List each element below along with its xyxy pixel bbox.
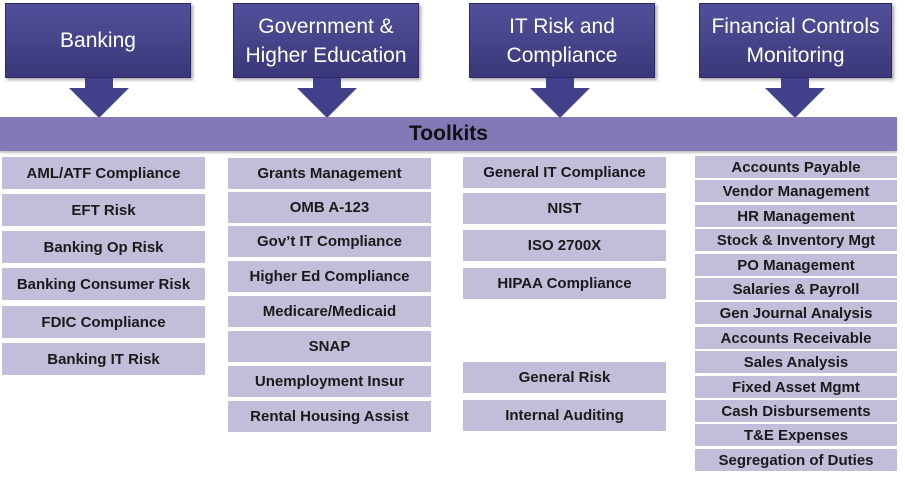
toolkit-item: Accounts Payable xyxy=(695,156,897,179)
toolkit-item: Medicare/Medicaid xyxy=(228,296,431,328)
toolkit-item: Gen Journal Analysis xyxy=(695,302,897,325)
toolkit-item: Cash Disbursements xyxy=(695,400,897,423)
category-government: Government & Higher Education xyxy=(233,3,419,78)
toolkit-item: Internal Auditing xyxy=(463,400,666,432)
toolkit-item: Sales Analysis xyxy=(695,351,897,374)
toolkit-item: Segregation of Duties xyxy=(695,449,897,472)
toolkit-item: ISO 2700X xyxy=(463,230,666,262)
category-financial-controls: Financial Controls Monitoring xyxy=(699,3,892,78)
toolkit-item: Banking IT Risk xyxy=(2,343,205,376)
category-banking: Banking xyxy=(5,3,191,78)
toolkits-bar: Toolkits xyxy=(0,117,897,151)
toolkit-item: Vendor Management xyxy=(695,180,897,203)
category-it-risk-label: IT Risk and Compliance xyxy=(506,14,618,67)
toolkits-title: Toolkits xyxy=(409,122,488,145)
toolkit-item: AML/ATF Compliance xyxy=(2,157,205,190)
category-financial-controls-label: Financial Controls Monitoring xyxy=(711,14,880,67)
toolkit-item: Unemployment Insur xyxy=(228,366,431,398)
toolkit-item: PO Management xyxy=(695,254,897,277)
toolkit-item: SNAP xyxy=(228,331,431,363)
toolkit-item: General IT Compliance xyxy=(463,157,666,189)
toolkit-item: HR Management xyxy=(695,205,897,228)
toolkit-item: NIST xyxy=(463,193,666,225)
category-banking-label: Banking xyxy=(60,29,136,52)
toolkit-item: Grants Management xyxy=(228,158,431,190)
down-arrow-icon xyxy=(69,78,129,118)
toolkit-item: Rental Housing Assist xyxy=(228,401,431,433)
toolkit-item: EFT Risk xyxy=(2,194,205,227)
toolkit-item: Stock & Inventory Mgt xyxy=(695,229,897,252)
category-government-label: Government & Higher Education xyxy=(245,14,407,67)
toolkit-item: General Risk xyxy=(463,362,666,394)
toolkit-item: Higher Ed Compliance xyxy=(228,261,431,293)
toolkit-item: OMB A-123 xyxy=(228,192,431,224)
toolkit-item: HIPAA Compliance xyxy=(463,268,666,300)
down-arrow-icon xyxy=(765,78,825,118)
toolkit-item: Gov’t IT Compliance xyxy=(228,226,431,258)
category-it-risk: IT Risk and Compliance xyxy=(469,3,655,78)
toolkit-item: Fixed Asset Mgmt xyxy=(695,376,897,399)
toolkit-item: Salaries & Payroll xyxy=(695,278,897,301)
down-arrow-icon xyxy=(530,78,590,118)
toolkit-item: Accounts Receivable xyxy=(695,327,897,350)
toolkit-item: T&E Expenses xyxy=(695,424,897,447)
down-arrow-icon xyxy=(297,78,357,118)
toolkit-item: FDIC Compliance xyxy=(2,306,205,339)
toolkit-item: Banking Consumer Risk xyxy=(2,268,205,301)
toolkit-item: Banking Op Risk xyxy=(2,231,205,264)
